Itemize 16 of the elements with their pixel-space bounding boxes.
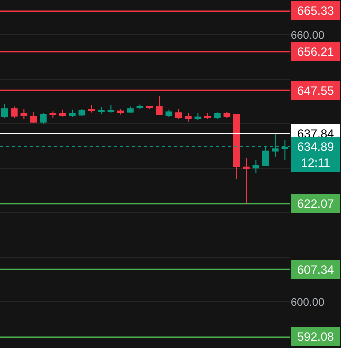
candlestick bbox=[156, 96, 163, 116]
ref-line-label: 634.89 bbox=[297, 140, 335, 154]
candlestick bbox=[11, 106, 18, 119]
ref-line-label: 592.08 bbox=[297, 330, 335, 344]
ref-line-label: 665.33 bbox=[297, 4, 335, 18]
text: 12:11 bbox=[301, 156, 331, 170]
candlestick bbox=[40, 112, 47, 125]
y-tick-label: 600.00 bbox=[291, 297, 325, 310]
ref-line-label: 656.21 bbox=[297, 45, 335, 59]
candlestick bbox=[127, 106, 134, 114]
y-tick-label: 660.00 bbox=[291, 30, 325, 42]
candlestick bbox=[185, 112, 192, 122]
ref-line-label: 647.55 bbox=[297, 84, 335, 98]
ref-line-label: 607.34 bbox=[297, 263, 335, 277]
candlestick bbox=[214, 112, 221, 120]
ref-line-label: 622.07 bbox=[297, 197, 335, 211]
